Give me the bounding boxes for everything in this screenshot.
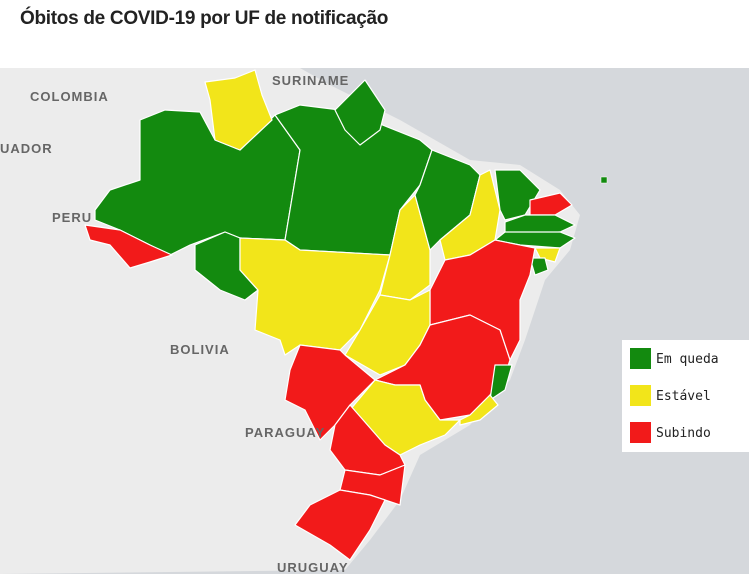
country-label: URUGUAY xyxy=(277,560,349,574)
legend-label: Estável xyxy=(656,389,711,404)
country-label: UADOR xyxy=(0,141,53,156)
state-region xyxy=(529,192,573,216)
country-label: BOLIVIA xyxy=(170,342,230,357)
country-label: PERU xyxy=(52,210,92,225)
state-region xyxy=(489,364,513,401)
country-label: PARAGUAY xyxy=(245,425,325,440)
country-label: SURINAME xyxy=(272,73,349,88)
state-region xyxy=(600,176,608,184)
state-region xyxy=(334,79,386,146)
state-region xyxy=(459,394,499,426)
legend-swatch xyxy=(630,348,651,369)
state-region xyxy=(294,489,386,561)
state-region xyxy=(534,247,561,263)
title: Óbitos de COVID-19 por UF de notificação xyxy=(20,8,389,29)
country-label: COLOMBIA xyxy=(30,89,109,104)
legend-label: Subindo xyxy=(656,426,711,441)
state-region xyxy=(529,257,549,276)
state-region xyxy=(84,224,173,269)
legend-swatch xyxy=(630,385,651,406)
legend-label: Em queda xyxy=(656,352,719,367)
legend-swatch xyxy=(630,422,651,443)
state-region xyxy=(204,69,273,151)
